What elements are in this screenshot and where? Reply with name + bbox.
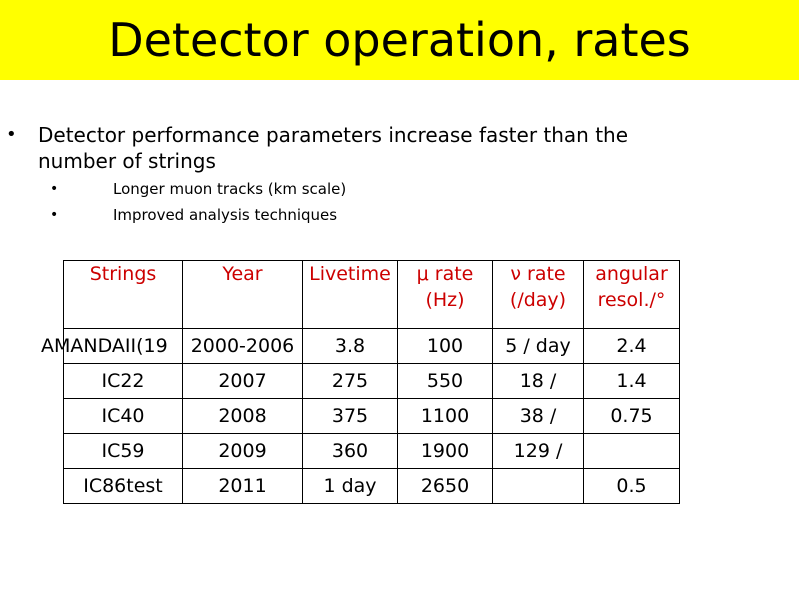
table-header-row: Strings Year Livetime μ rate (Hz) ν rate(… [63, 260, 680, 329]
header-angular-resolution: angular resol./° [583, 260, 680, 329]
sub-bullet-2: Improved analysis techniques [113, 206, 338, 224]
cell-strings: AMANDAII(19 [41, 328, 183, 364]
cell-year: 2009 [182, 433, 303, 469]
rates-table: Strings Year Livetime μ rate (Hz) ν rate(… [41, 260, 680, 504]
cell-strings: IC86test [63, 468, 183, 504]
cell-year: 2007 [182, 363, 303, 399]
cell-mu-rate: 550 [397, 363, 493, 399]
cell-livetime: 3.8 [302, 328, 398, 364]
cell-year: 2000-2006 [182, 328, 303, 364]
cell-strings: IC59 [63, 433, 183, 469]
cell-angular: 0.5 [583, 468, 680, 504]
cell-mu-rate: 1100 [397, 398, 493, 434]
bullet-main: Detector performance parameters increase… [38, 123, 629, 173]
cell-livetime: 375 [302, 398, 398, 434]
header-year: Year [182, 260, 303, 329]
bullet-marker: • [6, 124, 17, 145]
table-row: IC22 2007 275 550 18 / 1.4 [63, 363, 680, 399]
cell-angular: 1.4 [583, 363, 680, 399]
table-row: IC59 2009 360 1900 129 / [63, 433, 680, 469]
cell-angular [583, 433, 680, 469]
cell-nu-rate: 5 / day [492, 328, 584, 364]
title-bar [0, 0, 799, 80]
table-row: IC86test 2011 1 day 2650 0.5 [63, 468, 680, 504]
cell-nu-rate: 18 / [492, 363, 584, 399]
cell-nu-rate: 129 / [492, 433, 584, 469]
header-livetime: Livetime [302, 260, 398, 329]
cell-mu-rate: 100 [397, 328, 493, 364]
table-row: AMANDAII(19 2000-2006 3.8 100 5 / day 2.… [41, 328, 680, 364]
slide-title: Detector operation, rates [108, 13, 691, 67]
cell-year: 2008 [182, 398, 303, 434]
cell-year: 2011 [182, 468, 303, 504]
sub-bullet-marker: • [50, 207, 59, 223]
cell-strings: IC40 [63, 398, 183, 434]
cell-angular: 0.75 [583, 398, 680, 434]
cell-livetime: 360 [302, 433, 398, 469]
header-mu-rate: μ rate (Hz) [397, 260, 493, 329]
header-nu-rate: ν rate (/day) [492, 260, 584, 329]
table-row: IC40 2008 375 1100 38 / 0.75 [63, 398, 680, 434]
cell-livetime: 1 day [302, 468, 398, 504]
sub-bullet-1: Longer muon tracks (km scale) [113, 180, 347, 198]
header-strings: Strings [63, 260, 183, 329]
cell-livetime: 275 [302, 363, 398, 399]
cell-nu-rate [492, 468, 584, 504]
cell-nu-rate: 38 / [492, 398, 584, 434]
cell-strings: IC22 [63, 363, 183, 399]
cell-mu-rate: 1900 [397, 433, 493, 469]
sub-bullet-marker: • [50, 181, 59, 197]
cell-angular: 2.4 [583, 328, 680, 364]
cell-mu-rate: 2650 [397, 468, 493, 504]
